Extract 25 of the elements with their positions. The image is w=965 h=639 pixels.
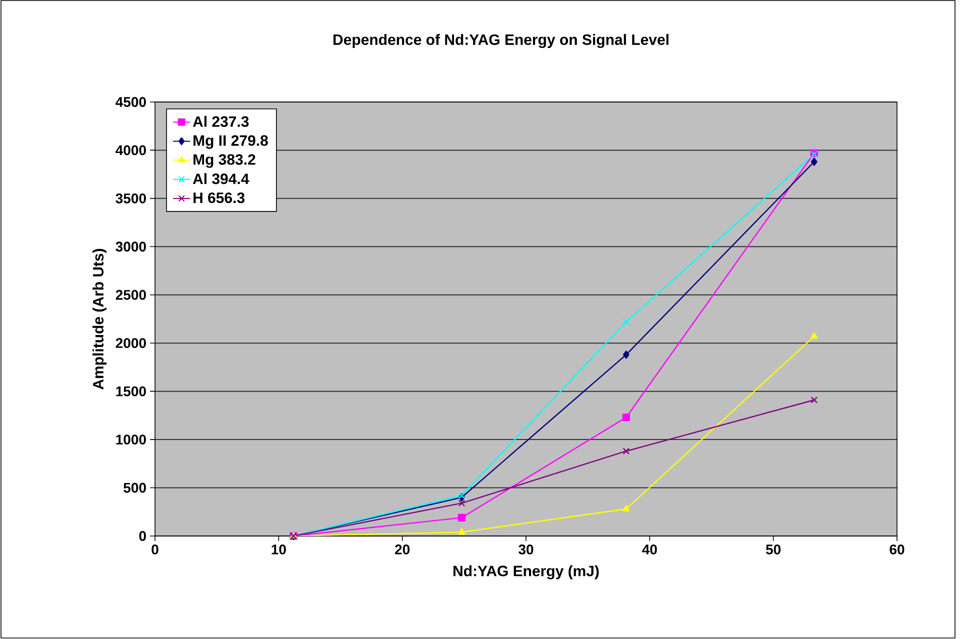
x-tick-label: 20	[395, 544, 410, 554]
legend-label: H 656.3	[194, 192, 245, 204]
legend-label: Al 237.3	[192, 116, 249, 127]
y-tick-label: 4000	[116, 145, 146, 156]
y-tick-label: 3500	[116, 193, 146, 204]
legend-label: Mg II 279.8	[194, 135, 268, 149]
y-tick-label: 1500	[116, 386, 146, 396]
y-axis-title: Amplitude (Arb Uts)	[92, 248, 106, 390]
y-tick-label: 3000	[116, 242, 146, 252]
y-tick-label: 2500	[116, 290, 146, 300]
x-tick-label: 30	[518, 544, 534, 554]
x-tick-label: 10	[272, 544, 286, 554]
y-tick-label: 1000	[116, 434, 146, 444]
x-axis-title: Nd:YAG Energy (mJ)	[454, 565, 599, 580]
x-tick-label: 40	[642, 544, 657, 554]
y-tick-label: 0	[139, 531, 146, 541]
y-tick-label: 4500	[116, 97, 146, 107]
x-tick-label: 60	[890, 544, 904, 554]
legend-label: Mg 383.2	[194, 154, 256, 168]
y-tick-label: 500	[124, 482, 146, 493]
x-tick-label: 50	[766, 544, 781, 554]
y-tick-label: 2000	[116, 338, 146, 348]
x-tick-label: 0	[152, 544, 158, 554]
legend-label: Al 394.4	[192, 173, 250, 184]
chart-title: Dependence of Nd:YAG Energy on Signal Level	[333, 34, 668, 48]
